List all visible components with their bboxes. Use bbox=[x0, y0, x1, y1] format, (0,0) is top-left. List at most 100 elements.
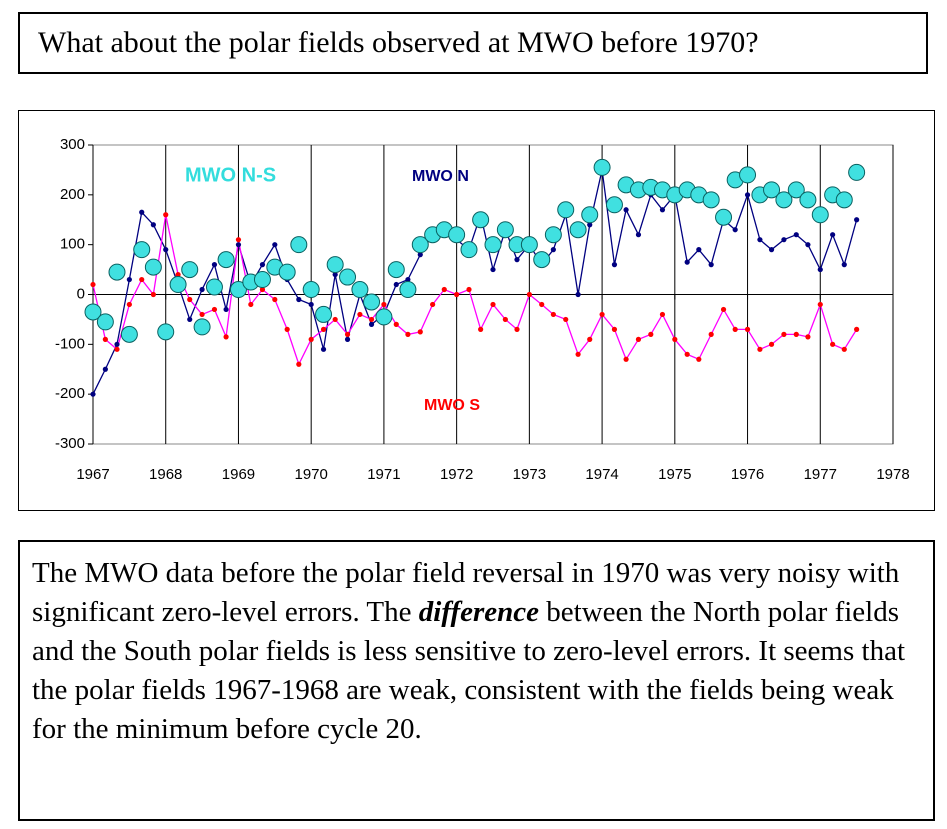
data-point bbox=[623, 356, 629, 362]
data-point bbox=[563, 316, 569, 323]
x-tick-label: 1971 bbox=[367, 466, 400, 483]
data-point bbox=[605, 196, 623, 214]
data-point bbox=[854, 326, 860, 332]
data-point bbox=[405, 331, 411, 337]
data-point bbox=[259, 262, 266, 268]
data-point bbox=[417, 252, 423, 258]
data-point bbox=[181, 261, 199, 279]
data-point bbox=[90, 281, 96, 288]
data-point bbox=[351, 281, 369, 299]
data-point bbox=[235, 242, 242, 248]
data-point bbox=[587, 222, 593, 228]
x-tick-label: 1975 bbox=[658, 466, 691, 483]
data-point bbox=[229, 281, 247, 299]
data-point bbox=[163, 212, 169, 218]
x-tick-label: 1972 bbox=[440, 466, 473, 483]
data-point bbox=[102, 336, 108, 342]
data-point bbox=[533, 251, 551, 269]
data-point bbox=[478, 326, 484, 332]
data-point bbox=[805, 334, 811, 340]
data-point bbox=[302, 281, 320, 299]
series-label: MWO N bbox=[412, 168, 469, 185]
y-tick-label: 300 bbox=[60, 136, 85, 153]
data-point bbox=[454, 291, 460, 298]
data-point bbox=[739, 166, 757, 184]
data-point bbox=[514, 326, 520, 332]
series-line bbox=[92, 214, 858, 366]
data-point bbox=[284, 326, 290, 332]
data-point bbox=[193, 318, 211, 336]
data-point bbox=[332, 316, 338, 323]
data-point bbox=[672, 336, 678, 342]
data-point bbox=[757, 237, 763, 243]
series-line bbox=[92, 169, 858, 395]
data-point bbox=[550, 311, 556, 318]
data-point bbox=[308, 336, 314, 342]
data-point bbox=[544, 226, 562, 244]
data-point bbox=[496, 221, 514, 239]
data-point bbox=[139, 276, 145, 283]
data-point bbox=[799, 191, 817, 209]
data-point bbox=[805, 242, 811, 248]
data-point bbox=[768, 341, 775, 347]
data-point bbox=[793, 232, 799, 238]
data-point bbox=[259, 286, 266, 293]
data-point bbox=[484, 236, 502, 254]
data-point bbox=[817, 301, 823, 308]
data-point bbox=[272, 242, 278, 248]
data-point bbox=[830, 232, 836, 238]
data-point bbox=[339, 268, 357, 286]
data-point bbox=[235, 237, 242, 243]
data-point bbox=[96, 313, 114, 331]
data-point bbox=[320, 346, 327, 352]
data-point bbox=[126, 301, 132, 308]
data-point bbox=[732, 227, 738, 233]
data-point bbox=[581, 206, 599, 224]
data-point bbox=[296, 296, 302, 303]
data-point bbox=[539, 301, 545, 308]
x-tick-label: 1977 bbox=[804, 466, 837, 483]
data-point bbox=[696, 356, 702, 362]
data-point bbox=[223, 334, 229, 340]
data-point bbox=[830, 341, 836, 347]
data-point bbox=[315, 305, 333, 323]
data-point bbox=[793, 331, 799, 337]
data-point bbox=[387, 261, 405, 279]
data-point bbox=[715, 208, 733, 226]
data-point bbox=[199, 286, 205, 293]
data-point bbox=[593, 158, 611, 176]
data-point bbox=[611, 262, 618, 268]
data-point bbox=[405, 276, 411, 283]
data-point bbox=[775, 191, 793, 209]
data-point bbox=[781, 237, 787, 243]
data-point bbox=[114, 346, 120, 352]
data-point bbox=[841, 346, 847, 352]
data-point bbox=[157, 323, 175, 341]
data-point bbox=[381, 301, 387, 308]
data-point bbox=[835, 191, 853, 209]
data-point bbox=[430, 301, 436, 308]
y-tick-label: 100 bbox=[60, 236, 85, 253]
data-point bbox=[557, 201, 575, 219]
x-tick-label: 1967 bbox=[76, 466, 109, 483]
data-point bbox=[848, 163, 866, 181]
paragraph-text: The MWO data before the polar field reve… bbox=[32, 557, 900, 628]
data-point bbox=[169, 276, 187, 294]
emphasis-text: difference bbox=[418, 596, 540, 628]
data-point bbox=[648, 331, 654, 337]
data-point bbox=[363, 293, 381, 311]
data-point bbox=[368, 316, 375, 323]
data-point bbox=[120, 325, 138, 343]
data-point bbox=[175, 271, 181, 278]
data-point bbox=[139, 209, 145, 215]
data-point bbox=[102, 366, 108, 372]
data-point bbox=[472, 211, 490, 229]
data-point bbox=[611, 326, 618, 332]
data-point bbox=[217, 251, 235, 269]
data-point bbox=[684, 351, 690, 357]
text-box: The MWO data before the polar field reve… bbox=[18, 540, 935, 821]
paragraph-text: between the North polar fields and the S… bbox=[32, 596, 906, 745]
data-point bbox=[375, 308, 393, 326]
data-point bbox=[114, 341, 120, 347]
data-point bbox=[684, 259, 690, 265]
